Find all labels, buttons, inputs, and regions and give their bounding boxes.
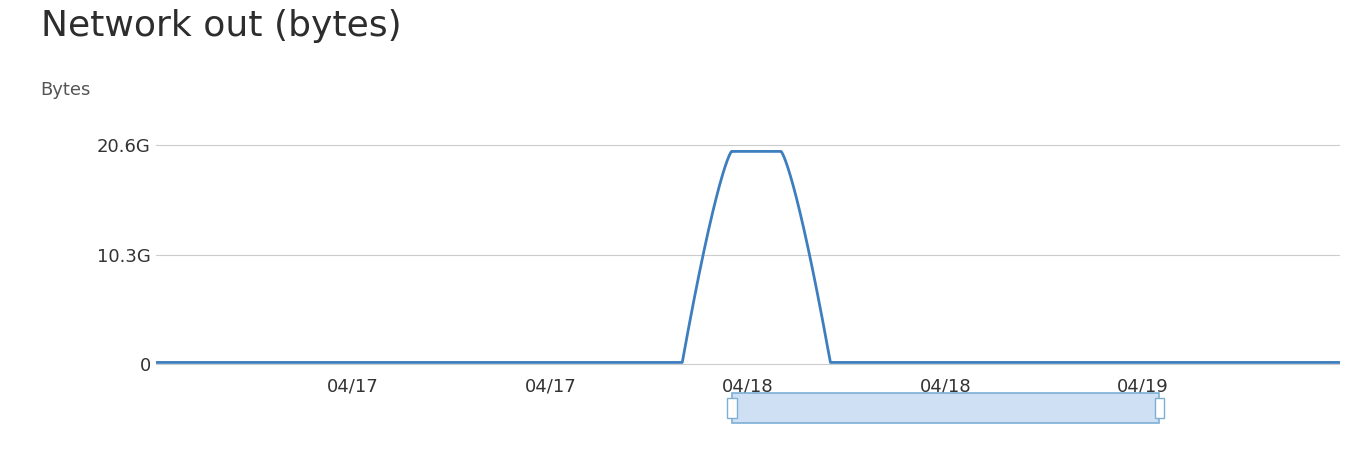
Bar	[1155, 398, 1164, 418]
Text: Bytes: Bytes	[41, 81, 91, 99]
Bar	[731, 394, 1159, 423]
Bar	[727, 398, 737, 418]
Text: Network out (bytes): Network out (bytes)	[41, 9, 401, 43]
